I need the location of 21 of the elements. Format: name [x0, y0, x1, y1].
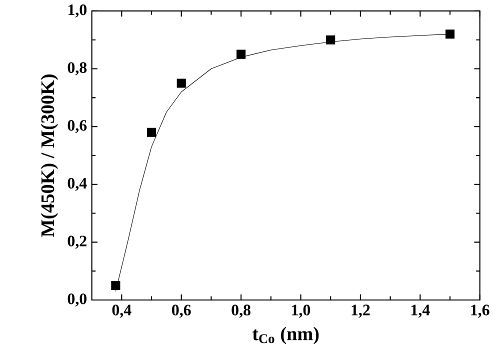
y-tick-label: 0,2	[68, 236, 86, 249]
y-tick-label: 1,0	[68, 4, 87, 18]
x-tick-label: 1,4	[411, 304, 430, 318]
point	[111, 281, 120, 290]
x-tick-label: 1,0	[292, 304, 310, 318]
point	[236, 50, 246, 59]
y-tick-label: 0,4	[68, 178, 87, 191]
x-tick-label: 0,8	[232, 304, 250, 318]
y-tick-label: 0,0	[68, 293, 87, 307]
point	[326, 35, 336, 44]
point	[176, 78, 186, 88]
x-tick-label: 0,4	[112, 304, 132, 318]
x-axis-title: t$_{Co}$ (nm)	[252, 326, 319, 344]
point	[445, 30, 455, 39]
y-tick-label: 0,6	[68, 120, 87, 134]
y-axis-title: M(450K) / M(300K)	[40, 74, 58, 237]
x-tick-label: 1,6	[471, 304, 490, 318]
x-tick-label: 1,2	[352, 304, 370, 318]
point	[146, 128, 156, 137]
x-tick-label: 0,6	[172, 304, 191, 318]
y-tick-label: 0,8	[68, 62, 87, 76]
